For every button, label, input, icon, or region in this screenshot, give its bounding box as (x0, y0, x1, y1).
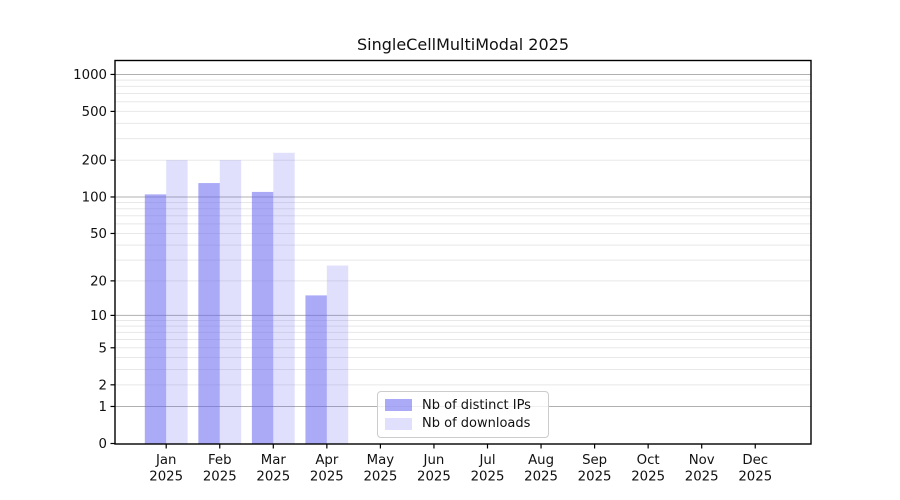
x-tick-label-year-oct: 2025 (631, 470, 665, 485)
legend-item-downloads: Nb of downloads (385, 416, 542, 431)
bar-nb-of-distinct-ips-feb (198, 183, 220, 445)
bar-nb-of-downloads-mar (273, 152, 295, 444)
x-tick-label-month-may: May (367, 453, 395, 468)
x-tick-label-month-oct: Oct (637, 453, 660, 468)
x-tick-label-month-jun: Jun (423, 453, 445, 468)
y-tick-label-5: 5 (99, 341, 107, 356)
y-tick-label-10: 10 (90, 309, 107, 324)
x-tick-label-month-apr: Apr (315, 453, 339, 468)
y-tick-label-100: 100 (82, 190, 107, 205)
y-tick-label-500: 500 (82, 105, 107, 120)
legend-item-distinct-ips: Nb of distinct IPs (385, 398, 542, 413)
bar-nb-of-downloads-apr (326, 265, 349, 444)
legend-label-distinct-ips: Nb of distinct IPs (422, 397, 531, 413)
x-tick-label-year-may: 2025 (363, 470, 397, 485)
y-tick-label-20: 20 (90, 274, 107, 289)
bar-nb-of-distinct-ips-mar (251, 191, 274, 444)
plot-border (114, 59, 812, 445)
chart-title: SingleCellMultiModal 2025 (356, 35, 569, 54)
x-tick-label-year-jan: 2025 (149, 470, 183, 485)
bar-nb-of-downloads-feb (219, 160, 242, 444)
x-tick-label-month-nov: Nov (689, 453, 715, 468)
x-tick-label-month-aug: Aug (528, 453, 554, 468)
y-tick-label-50: 50 (90, 227, 107, 242)
x-tick-label-month-jul: Jul (478, 453, 495, 468)
y-tick-label-0: 0 (99, 437, 107, 452)
legend-label-downloads: Nb of downloads (422, 416, 531, 432)
x-tick-label-month-mar: Mar (261, 453, 287, 468)
y-tick-label-200: 200 (82, 154, 107, 169)
legend-swatch-distinct-ips (385, 399, 412, 412)
bar-nb-of-distinct-ips-jan (144, 194, 167, 444)
legend-swatch-downloads (385, 417, 412, 430)
bar-nb-of-downloads-jan (166, 160, 188, 444)
x-tick-label-year-jul: 2025 (471, 470, 505, 485)
y-tick-label-2: 2 (99, 378, 107, 393)
x-tick-label-year-mar: 2025 (256, 470, 290, 485)
legend: Nb of distinct IPs Nb of downloads (377, 391, 549, 438)
x-tick-label-year-apr: 2025 (310, 470, 344, 485)
y-tick-label-1000: 1000 (73, 68, 107, 83)
x-tick-label-year-aug: 2025 (524, 470, 558, 485)
x-tick-label-year-jun: 2025 (417, 470, 451, 485)
x-tick-label-month-dec: Dec (742, 453, 768, 468)
x-tick-label-year-feb: 2025 (203, 470, 237, 485)
x-tick-label-year-dec: 2025 (738, 470, 772, 485)
bar-nb-of-distinct-ips-apr (305, 295, 327, 444)
x-tick-label-month-feb: Feb (208, 453, 232, 468)
x-tick-label-month-sep: Sep (582, 453, 607, 468)
y-tick-label-1: 1 (99, 400, 107, 415)
x-tick-label-month-jan: Jan (155, 453, 177, 468)
x-tick-label-year-sep: 2025 (578, 470, 612, 485)
x-tick-label-year-nov: 2025 (685, 470, 719, 485)
